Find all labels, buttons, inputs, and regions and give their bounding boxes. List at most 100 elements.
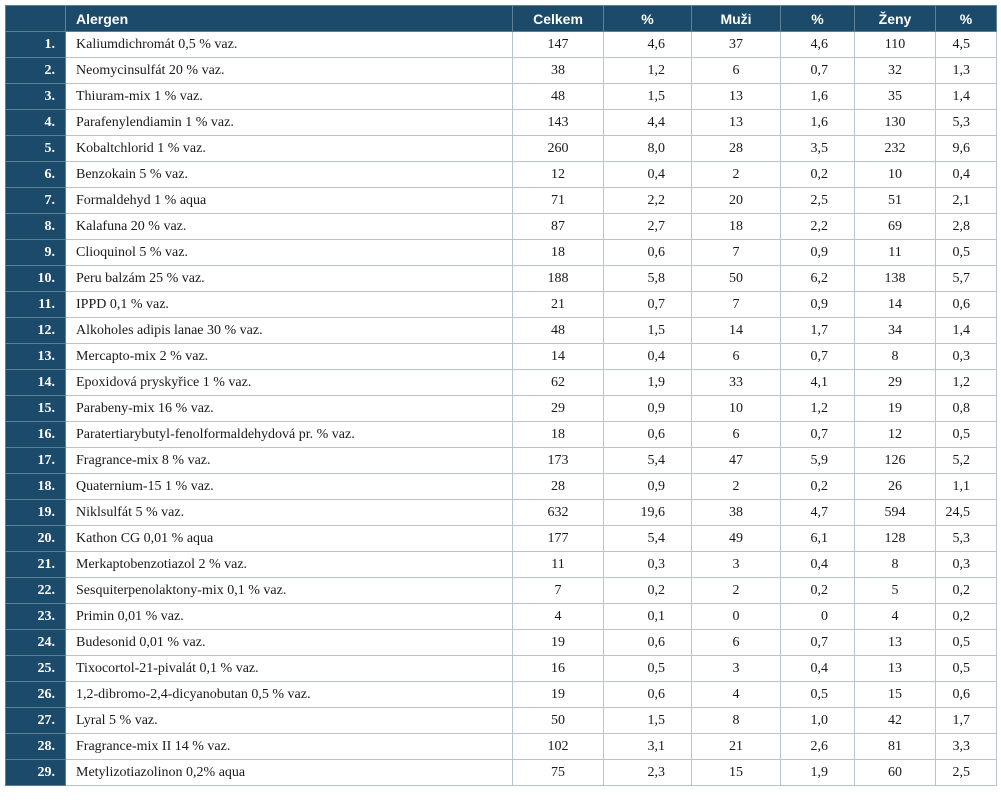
- muzi-percent: 1,0: [780, 707, 855, 734]
- muzi-value: 33: [691, 369, 781, 396]
- row-index: 17.: [5, 447, 66, 474]
- zeny-value: 32: [854, 57, 936, 84]
- header-pct-zeny: %: [935, 5, 997, 32]
- celkem-value: 50: [512, 707, 604, 734]
- zeny-value: 26: [854, 473, 936, 500]
- celkem-value: 48: [512, 317, 604, 344]
- zeny-value: 81: [854, 733, 936, 760]
- row-index: 15.: [5, 395, 66, 422]
- zeny-percent: 0,5: [935, 655, 997, 682]
- row-index: 8.: [5, 213, 66, 240]
- row-index: 14.: [5, 369, 66, 396]
- allergen-name: Kalafuna 20 % vaz.: [65, 213, 513, 240]
- celkem-percent: 19,6: [603, 499, 692, 526]
- table-row: 13. Mercapto-mix 2 % vaz. 14 0,4 6 0,7 8 0,3: [5, 343, 997, 370]
- celkem-percent: 5,8: [603, 265, 692, 292]
- celkem-value: 62: [512, 369, 604, 396]
- muzi-value: 3: [691, 655, 781, 682]
- table-row: 9. Clioquinol 5 % vaz. 18 0,6 7 0,9 11 0,5: [5, 239, 997, 266]
- zeny-value: 8: [854, 551, 936, 578]
- muzi-value: 4: [691, 681, 781, 708]
- celkem-percent: 1,5: [603, 707, 692, 734]
- row-index: 16.: [5, 421, 66, 448]
- zeny-value: 8: [854, 343, 936, 370]
- muzi-percent: 2,6: [780, 733, 855, 760]
- allergen-name: Kobaltchlorid 1 % vaz.: [65, 135, 513, 162]
- celkem-value: 143: [512, 109, 604, 136]
- row-index: 11.: [5, 291, 66, 318]
- celkem-value: 4: [512, 603, 604, 630]
- zeny-value: 594: [854, 499, 936, 526]
- muzi-percent: 0,2: [780, 577, 855, 604]
- muzi-percent: 0,9: [780, 291, 855, 318]
- zeny-percent: 0,5: [935, 421, 997, 448]
- zeny-value: 232: [854, 135, 936, 162]
- celkem-value: 12: [512, 161, 604, 188]
- zeny-value: 19: [854, 395, 936, 422]
- table-body: 1. Kaliumdichromát 0,5 % vaz. 147 4,6 37 4,6 1…: [5, 31, 997, 786]
- muzi-percent: 4,1: [780, 369, 855, 396]
- allergen-name: Benzokain 5 % vaz.: [65, 161, 513, 188]
- celkem-percent: 1,5: [603, 317, 692, 344]
- allergen-name: Kaliumdichromát 0,5 % vaz.: [65, 31, 513, 58]
- header-index: [5, 5, 66, 32]
- zeny-percent: 0,2: [935, 577, 997, 604]
- allergen-name: IPPD 0,1 % vaz.: [65, 291, 513, 318]
- zeny-percent: 5,2: [935, 447, 997, 474]
- celkem-percent: 0,2: [603, 577, 692, 604]
- table-row: 14. Epoxidová pryskyřice 1 % vaz. 62 1,9 33 4…: [5, 369, 997, 396]
- allergen-name: Formaldehyd 1 % aqua: [65, 187, 513, 214]
- muzi-value: 47: [691, 447, 781, 474]
- allergen-name: Parabeny-mix 16 % vaz.: [65, 395, 513, 422]
- header-pct-celkem: %: [603, 5, 692, 32]
- celkem-percent: 8,0: [603, 135, 692, 162]
- zeny-percent: 0,3: [935, 343, 997, 370]
- allergen-name: Kathon CG 0,01 % aqua: [65, 525, 513, 552]
- zeny-value: 138: [854, 265, 936, 292]
- celkem-value: 632: [512, 499, 604, 526]
- celkem-percent: 4,4: [603, 109, 692, 136]
- celkem-value: 48: [512, 83, 604, 110]
- table-row: 26. 1,2-dibromo-2,4-dicyanobutan 0,5 % va…: [5, 681, 997, 708]
- zeny-percent: 1,7: [935, 707, 997, 734]
- muzi-percent: 0,4: [780, 551, 855, 578]
- row-index: 21.: [5, 551, 66, 578]
- row-index: 26.: [5, 681, 66, 708]
- celkem-value: 18: [512, 421, 604, 448]
- allergen-name: Fragrance-mix II 14 % vaz.: [65, 733, 513, 760]
- allergen-name: Parafenylendiamin 1 % vaz.: [65, 109, 513, 136]
- muzi-percent: 4,7: [780, 499, 855, 526]
- celkem-value: 11: [512, 551, 604, 578]
- zeny-value: 13: [854, 629, 936, 656]
- table-row: 5. Kobaltchlorid 1 % vaz. 260 8,0 28 3,5 232 9,…: [5, 135, 997, 162]
- table-row: 11. IPPD 0,1 % vaz. 21 0,7 7 0,9 14 0,6: [5, 291, 997, 318]
- table-row: 10. Peru balzám 25 % vaz. 188 5,8 50 6,2 138 5,…: [5, 265, 997, 292]
- row-index: 29.: [5, 759, 66, 786]
- header-zeny: Ženy: [854, 5, 936, 32]
- row-index: 5.: [5, 135, 66, 162]
- allergen-name: Epoxidová pryskyřice 1 % vaz.: [65, 369, 513, 396]
- celkem-percent: 1,9: [603, 369, 692, 396]
- table-row: 16. Paratertiarybutyl-fenolformaldehydová…: [5, 421, 997, 448]
- muzi-percent: 0,9: [780, 239, 855, 266]
- muzi-percent: 6,2: [780, 265, 855, 292]
- zeny-value: 12: [854, 421, 936, 448]
- row-index: 13.: [5, 343, 66, 370]
- row-index: 20.: [5, 525, 66, 552]
- muzi-value: 6: [691, 629, 781, 656]
- muzi-value: 37: [691, 31, 781, 58]
- table-row: 18. Quaternium-15 1 % vaz. 28 0,9 2 0,2 26 1,1: [5, 473, 997, 500]
- muzi-percent: 0,7: [780, 57, 855, 84]
- zeny-percent: 5,3: [935, 525, 997, 552]
- zeny-percent: 0,3: [935, 551, 997, 578]
- header-row: Alergen Celkem % Muži % Ženy %: [5, 5, 997, 32]
- table-row: 6. Benzokain 5 % vaz. 12 0,4 2 0,2 10 0,4: [5, 161, 997, 188]
- allergen-name: Niklsulfát 5 % vaz.: [65, 499, 513, 526]
- muzi-value: 0: [691, 603, 781, 630]
- celkem-percent: 5,4: [603, 525, 692, 552]
- row-index: 24.: [5, 629, 66, 656]
- zeny-value: 5: [854, 577, 936, 604]
- allergen-name: Primin 0,01 % vaz.: [65, 603, 513, 630]
- table-row: 17. Fragrance-mix 8 % vaz. 173 5,4 47 5,9 126 5…: [5, 447, 997, 474]
- muzi-value: 3: [691, 551, 781, 578]
